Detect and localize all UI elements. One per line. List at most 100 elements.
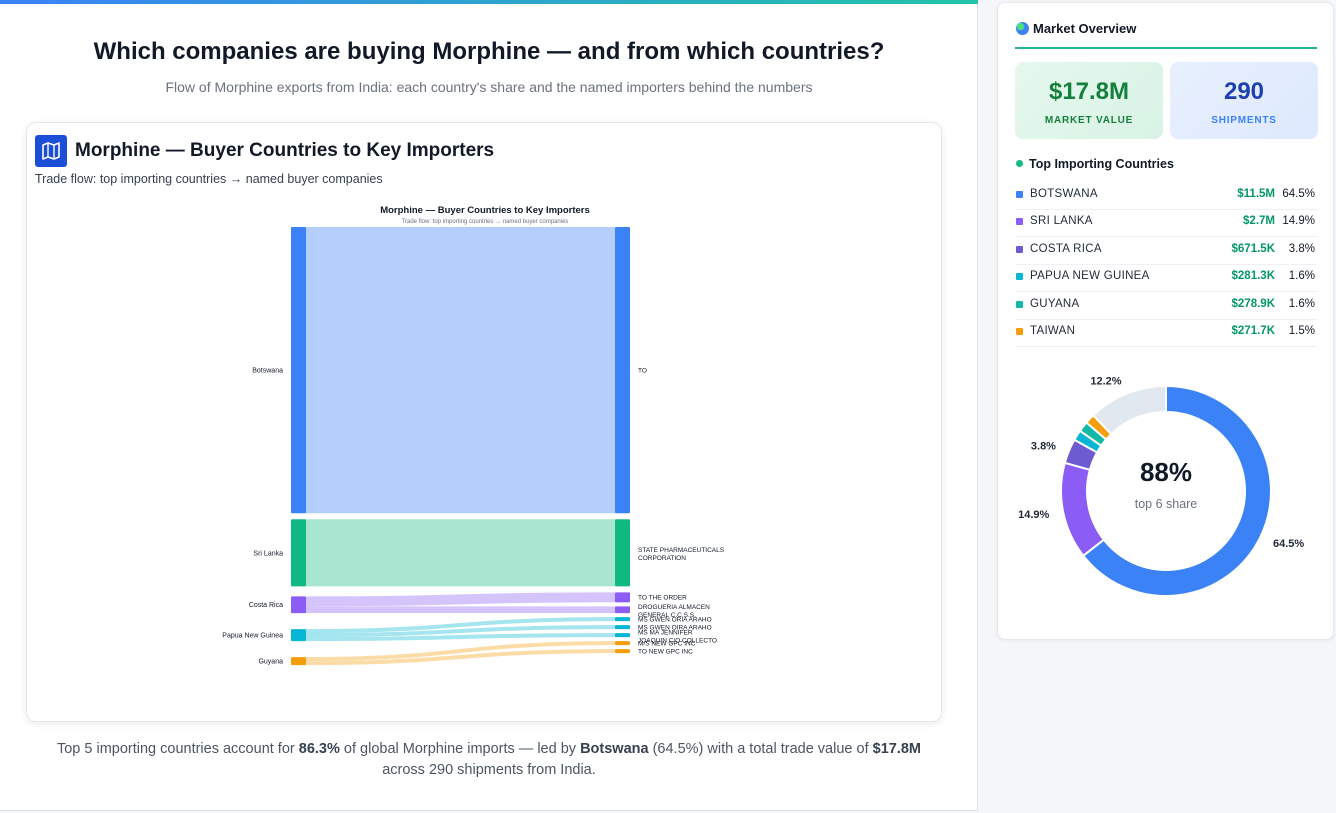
sankey-link — [306, 519, 615, 587]
market-overview-panel: Market Overview $17.8M MARKET VALUE 290 … — [997, 2, 1334, 640]
country-row: GUYANA $278.9K 1.6% — [1015, 292, 1317, 320]
sankey-link — [306, 617, 615, 634]
donut-slice — [1081, 384, 1272, 597]
top-countries-heading: Top Importing Countries — [1016, 157, 1174, 171]
sankey-title: Morphine — Buyer Countries to Key Import… — [380, 205, 590, 216]
sankey-target-label: TO NEW GPC INC — [638, 648, 693, 655]
sankey-target-node — [615, 592, 630, 603]
sankey-source-node — [291, 596, 306, 614]
sankey-link — [306, 592, 615, 607]
country-swatch — [1016, 218, 1023, 225]
main-panel: Which companies are buying Morphine — an… — [0, 0, 978, 811]
summary-text-2: of global Morphine imports — led by — [339, 741, 581, 757]
country-share: 3.8% — [1288, 243, 1315, 255]
title-underline — [1015, 47, 1317, 49]
country-share: 1.6% — [1288, 270, 1315, 282]
sankey-subtitle: Trade flow: top importing countries → na… — [402, 219, 569, 225]
sankey-source-label: Papua New Guinea — [222, 633, 283, 640]
market-overview-label: Market Overview — [1033, 21, 1137, 36]
country-share: 64.5% — [1282, 188, 1315, 200]
sankey-target-label: MS GWEN OIRA ARAHO — [638, 624, 712, 631]
donut-slice — [1060, 461, 1106, 558]
sankey-target-label: MS GWEN ORIA ARAHO — [638, 616, 712, 623]
leader-country: Botswana — [580, 741, 649, 757]
sankey-target-node — [615, 625, 630, 630]
sankey-target-label: TO — [638, 367, 647, 374]
sankey-link — [306, 633, 615, 642]
donut-center-value: 88% — [1140, 457, 1192, 487]
sankey-target-node — [615, 519, 630, 587]
sankey-source-label: Costa Rica — [249, 602, 283, 609]
country-row: BOTSWANA $11.5M 64.5% — [1015, 182, 1317, 210]
country-swatch — [1016, 328, 1023, 335]
sankey-link — [306, 649, 615, 666]
country-value: $271.7K — [1231, 325, 1275, 337]
bullet-dot — [1016, 160, 1023, 167]
donut-slice-label: 12.2% — [1090, 376, 1121, 388]
shipments-value: 290 — [1223, 78, 1265, 105]
donut-center-label: top 6 share — [1135, 497, 1198, 511]
country-value: $281.3K — [1231, 270, 1275, 282]
donut-slice-label: 14.9% — [1018, 509, 1049, 521]
sankey-link — [306, 641, 615, 662]
card-subtitle: Trade flow: top importing countries → na… — [35, 172, 383, 186]
country-swatch — [1016, 191, 1023, 198]
market-value-card: $17.8M MARKET VALUE — [1015, 62, 1163, 139]
country-row: TAIWAN $271.7K 1.5% — [1015, 319, 1317, 347]
market-value-label: MARKET VALUE — [1044, 115, 1134, 126]
country-share: 1.5% — [1288, 325, 1315, 337]
summary-text-4: across 290 shipments from India. — [382, 762, 596, 778]
sankey-link — [306, 606, 615, 614]
donut-slice — [1091, 384, 1167, 436]
total-value: $17.8M — [872, 741, 922, 757]
country-value: $11.5M — [1237, 188, 1275, 200]
summary-note: Top 5 importing countries account for 86… — [0, 739, 978, 781]
top5-share: 86.3% — [298, 741, 340, 757]
sankey-source-label: Sri Lanka — [253, 550, 283, 557]
sankey-source-node — [291, 227, 306, 514]
sankey-target-node — [615, 227, 630, 514]
summary-text-3: (64.5%) with a total trade value of — [648, 741, 873, 757]
sankey-target-label: DROGUERIA ALMACEN GENERAL C.C.S.S. — [638, 604, 710, 619]
sankey-link — [306, 227, 615, 514]
sankey-source-node — [291, 657, 306, 666]
page-subtitle: Flow of Morphine exports from India: eac… — [165, 79, 813, 95]
sankey-target-node — [615, 633, 630, 638]
country-value: $2.7M — [1243, 215, 1275, 227]
shipments-label: SHIPMENTS — [1211, 115, 1277, 126]
donut-slice-label: 3.8% — [1031, 441, 1056, 453]
country-name: GUYANA — [1030, 298, 1080, 310]
map-icon — [35, 135, 67, 167]
country-row: PAPUA NEW GUINEA $281.3K 1.6% — [1015, 264, 1317, 292]
country-value: $278.9K — [1231, 298, 1275, 310]
country-name: TAIWAN — [1030, 325, 1076, 337]
sankey-source-label: Guyana — [258, 659, 283, 666]
country-name: SRI LANKA — [1030, 215, 1093, 227]
donut-chart: 64.5% 14.9% 3.8% 12.2% 88% top 6 share — [1018, 376, 1304, 597]
sankey-target-node — [615, 617, 630, 622]
sankey-target-label: M/S NEW GPC INC — [638, 640, 696, 647]
sankey-target-node — [615, 606, 630, 614]
sankey-target-node — [615, 649, 630, 654]
sankey-target-label: STATE PHARMACEUTICALS CORPORATION — [638, 547, 725, 562]
country-share: 1.6% — [1288, 298, 1315, 310]
country-swatch — [1016, 246, 1023, 253]
country-swatch — [1016, 301, 1023, 308]
sankey-chart: Morphine — Buyer Countries to Key Import… — [222, 205, 725, 666]
card-title: Morphine — Buyer Countries to Key Import… — [75, 140, 495, 161]
donut-slice-label: 64.5% — [1273, 538, 1304, 550]
country-row: COSTA RICA $671.5K 3.8% — [1015, 237, 1317, 265]
sankey-source-label: Botswana — [252, 368, 283, 375]
sankey-source-node — [291, 519, 306, 587]
sankey-target-node — [615, 641, 630, 646]
sankey-source-node — [291, 629, 306, 642]
sankey-link — [306, 625, 615, 638]
globe-icon — [1016, 22, 1029, 35]
chart-card: Morphine — Buyer Countries to Key Import… — [26, 122, 942, 722]
country-value: $671.5K — [1231, 243, 1275, 255]
country-name: BOTSWANA — [1030, 188, 1098, 200]
summary-text-1: Top 5 importing countries account for — [56, 741, 299, 757]
country-share: 14.9% — [1282, 215, 1315, 227]
country-swatch — [1016, 273, 1023, 280]
market-overview-title: Market Overview — [1016, 21, 1136, 36]
